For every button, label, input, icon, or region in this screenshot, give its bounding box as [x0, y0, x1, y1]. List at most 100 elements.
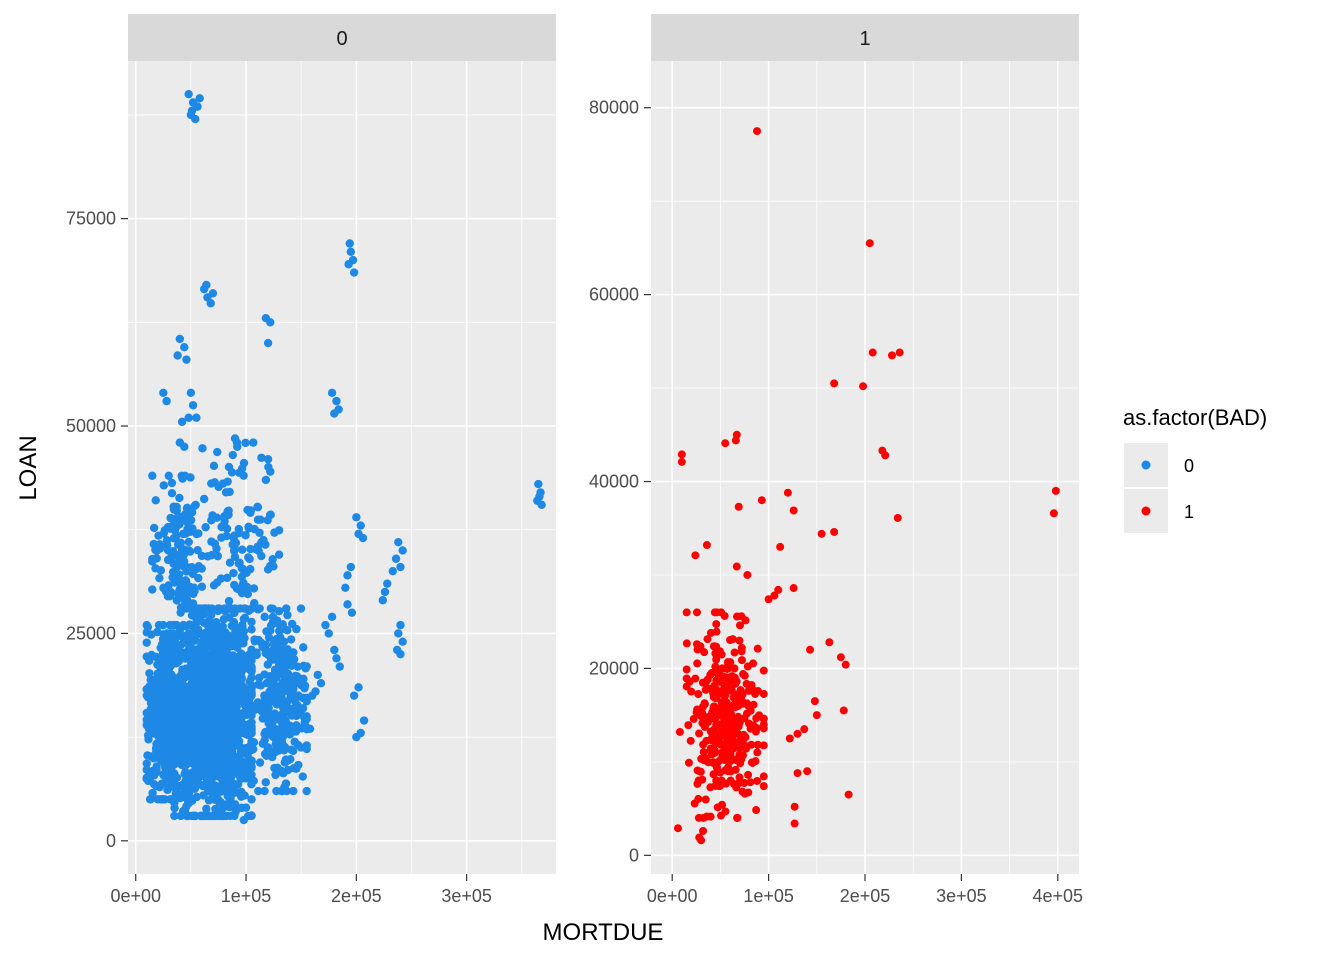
data-point	[774, 585, 783, 594]
data-point	[142, 620, 151, 630]
data-point	[759, 782, 768, 791]
data-point	[280, 742, 290, 752]
data-point	[180, 528, 190, 538]
data-point	[260, 612, 269, 622]
data-point	[235, 558, 244, 567]
data-point	[233, 643, 242, 652]
data-point	[224, 596, 234, 606]
data-point	[191, 500, 200, 510]
data-point	[689, 714, 698, 723]
data-point	[700, 648, 709, 657]
data-point	[146, 795, 155, 804]
data-point	[268, 555, 277, 564]
data-point	[276, 633, 285, 642]
data-point	[682, 639, 691, 648]
data-point	[753, 127, 762, 136]
data-point	[166, 513, 175, 523]
data-point	[810, 697, 819, 706]
data-point	[1051, 486, 1060, 495]
data-point	[229, 531, 239, 541]
data-point	[237, 792, 246, 801]
data-point	[718, 688, 727, 697]
data-point	[349, 691, 359, 700]
data-point	[211, 730, 221, 740]
data-point	[709, 759, 718, 768]
data-point	[790, 802, 799, 811]
data-point	[212, 659, 221, 668]
data-point	[208, 670, 217, 679]
data-point	[209, 756, 219, 765]
data-point	[218, 700, 228, 709]
facet-1-x-axis: 0e+00 1e+05 2e+05 3e+05 4e+05	[647, 874, 1083, 906]
data-point	[200, 730, 209, 740]
data-point	[687, 687, 696, 696]
data-point	[145, 775, 154, 784]
data-point	[238, 545, 247, 554]
data-point	[302, 786, 311, 796]
y-tick-label: 60000	[589, 285, 639, 305]
data-point	[247, 662, 256, 672]
data-point	[254, 635, 263, 645]
data-point	[166, 748, 175, 758]
data-point	[181, 743, 191, 753]
data-point	[185, 682, 194, 691]
data-point	[308, 691, 317, 700]
data-point	[263, 660, 273, 669]
data-point	[305, 724, 315, 734]
data-point	[341, 583, 350, 592]
data-point	[302, 741, 311, 750]
data-point	[745, 686, 754, 695]
data-point	[169, 522, 178, 531]
data-point	[711, 649, 720, 658]
data-point	[157, 640, 167, 649]
data-point	[271, 770, 280, 780]
data-point	[719, 672, 728, 681]
data-point	[728, 635, 737, 644]
data-point	[204, 662, 213, 671]
data-point	[221, 719, 231, 729]
data-point	[202, 804, 211, 813]
data-point	[359, 716, 369, 725]
data-point	[733, 813, 742, 822]
data-point	[706, 727, 715, 736]
data-point	[296, 604, 306, 613]
data-point	[253, 502, 262, 511]
data-point	[321, 620, 330, 630]
data-point	[783, 488, 792, 497]
data-point	[347, 608, 357, 617]
data-point	[172, 695, 181, 704]
data-point	[696, 642, 705, 651]
data-point	[737, 656, 746, 665]
data-point	[800, 725, 809, 734]
data-point	[719, 711, 728, 720]
data-point	[734, 502, 743, 511]
data-point	[169, 505, 179, 514]
data-point	[684, 721, 693, 730]
data-point	[686, 736, 695, 745]
data-point	[682, 608, 691, 617]
data-point	[711, 710, 720, 719]
data-point	[699, 827, 708, 836]
data-point	[214, 604, 223, 613]
data-point	[228, 450, 237, 460]
data-point	[698, 719, 707, 728]
data-point	[221, 751, 230, 760]
data-point	[718, 800, 727, 809]
x-tick-label: 2e+05	[331, 886, 382, 906]
data-point	[167, 725, 176, 735]
data-point	[723, 658, 732, 667]
data-point	[188, 401, 198, 410]
data-point	[246, 544, 255, 554]
data-point	[208, 289, 218, 298]
data-point	[142, 685, 151, 694]
data-point	[240, 709, 249, 719]
y-axis-title: LOAN	[15, 435, 42, 500]
data-point	[703, 635, 712, 644]
data-point	[346, 562, 356, 572]
data-point	[200, 765, 210, 775]
data-point	[241, 657, 250, 667]
data-point	[282, 604, 291, 613]
data-point	[746, 778, 755, 787]
data-point	[859, 382, 868, 391]
data-point	[155, 573, 164, 583]
